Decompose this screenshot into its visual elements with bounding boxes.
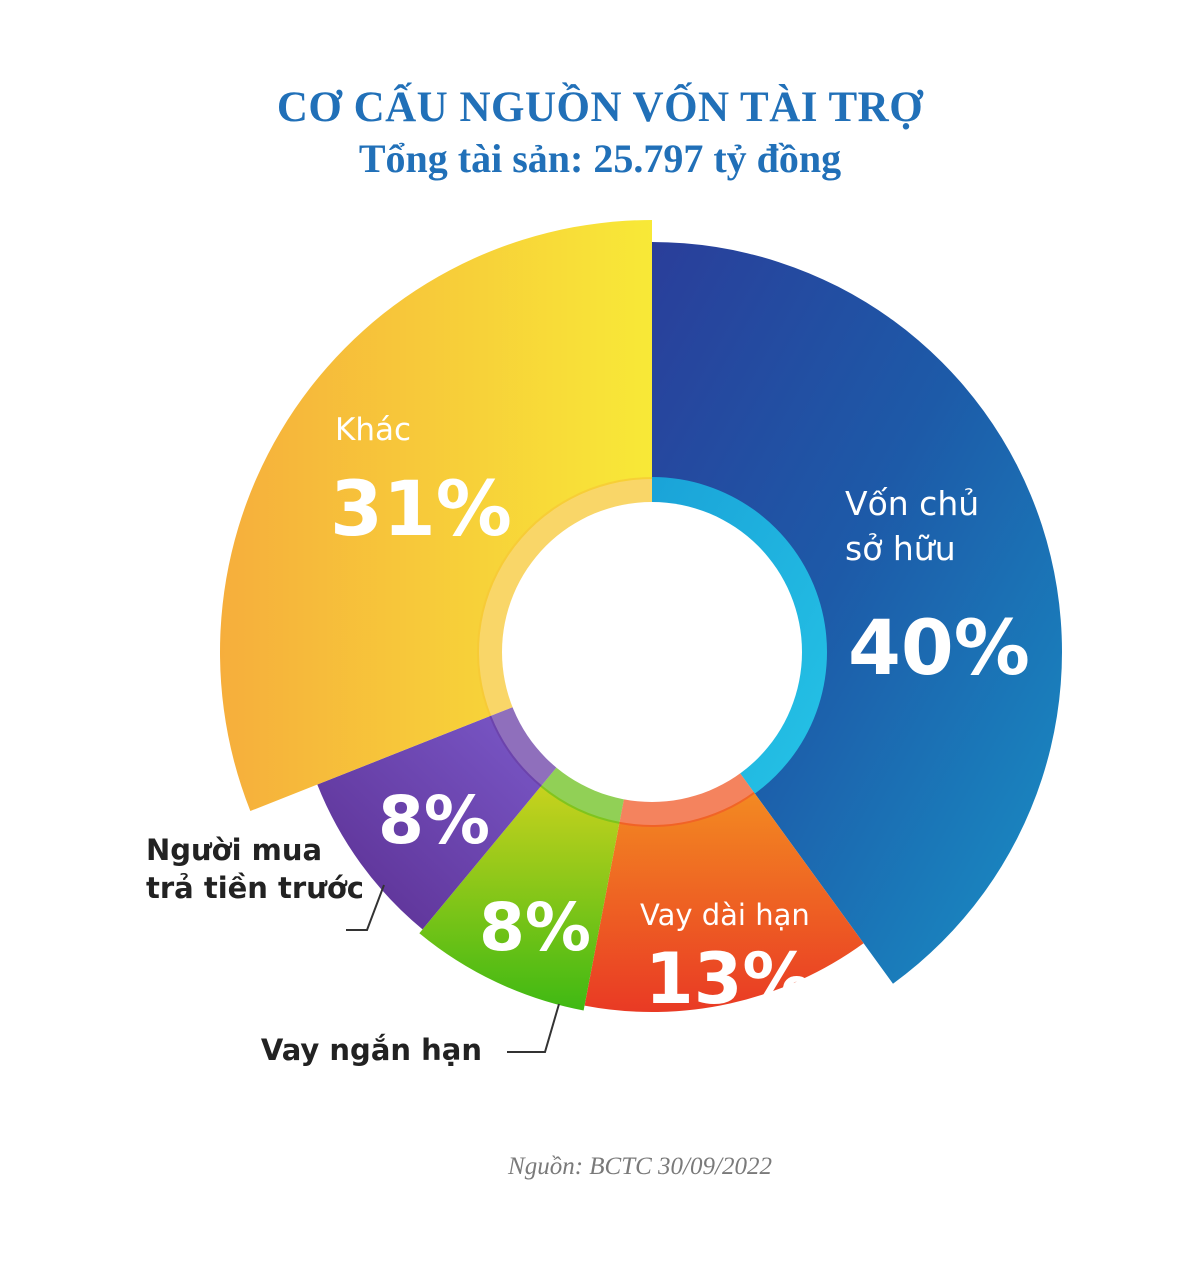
slice-label-nguoi-mua-tra-tien-truoc: Người mua [146, 833, 322, 867]
slice-label-von-chu-so-huu: sở hữu [845, 529, 956, 568]
slice-nguoi-mua-tra-tien-truoc [317, 715, 542, 930]
chart-title-block: CƠ CẤU NGUỒN VỐN TÀI TRỢ Tổng tài sản: 2… [0, 82, 1200, 184]
slice-inner-ring-nguoi-mua-tra-tien-truoc [489, 706, 558, 787]
slice-inner-ring-vay-dai-han [619, 772, 755, 827]
source-note: Nguồn: BCTC 30/09/2022 [508, 1153, 772, 1180]
slice-vay-dai-han [584, 791, 864, 1012]
slice-inner-ring-von-chu-so-huu [652, 477, 827, 794]
slice-label-vay-dai-han: Vay dài hạn [640, 898, 810, 932]
slice-label-khac: Khác [335, 412, 411, 448]
slice-inner-ring-khac [477, 477, 652, 717]
slice-value-nguoi-mua-tra-tien-truoc: 8% [378, 782, 490, 859]
leader-line-vay-ngan-han [507, 1003, 560, 1053]
slice-value-vay-dai-han: 13% [645, 938, 813, 1020]
slice-inner-ring-vay-ngan-han [540, 766, 625, 824]
slice-label-nguoi-mua-tra-tien-truoc: trả tiền trước [146, 871, 364, 905]
slice-label-von-chu-so-huu: Vốn chủ [845, 484, 979, 523]
slice-khac [219, 220, 652, 812]
chart-subtitle: Tổng tài sản: 25.797 tỷ đồng [358, 136, 842, 181]
donut-hole [502, 502, 802, 802]
slice-von-chu-so-huu [652, 242, 1063, 984]
slice-vay-ngan-han [419, 785, 620, 1011]
slice-label-vay-ngan-han: Vay ngắn hạn [261, 1033, 482, 1067]
leader-line-nguoi-mua [346, 884, 385, 931]
slice-value-khac: 31% [330, 464, 512, 553]
slice-value-von-chu-so-huu: 40% [848, 603, 1030, 692]
chart-title: CƠ CẤU NGUỒN VỐN TÀI TRỢ [276, 84, 924, 131]
slice-value-vay-ngan-han: 8% [479, 889, 591, 966]
